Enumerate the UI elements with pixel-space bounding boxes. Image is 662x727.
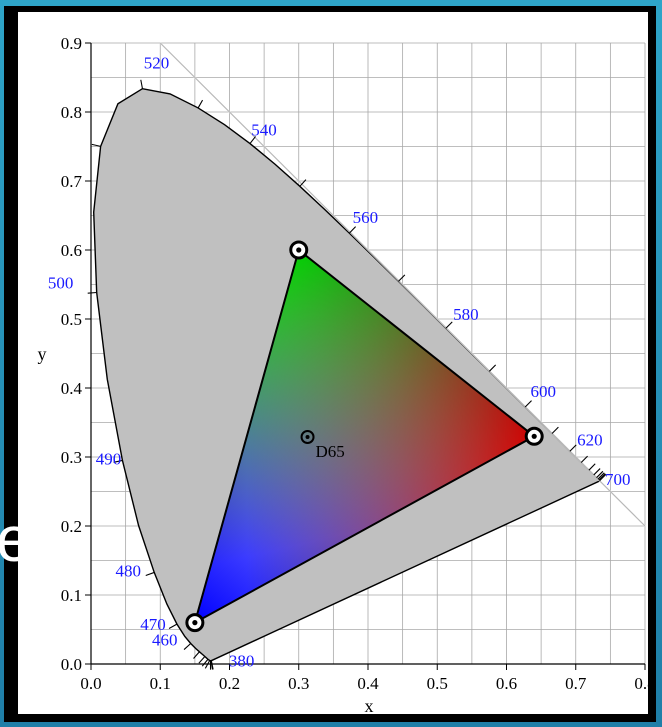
wavelength-tick xyxy=(183,643,192,650)
wavelength-tick xyxy=(597,472,605,480)
y-tick-label: 0.0 xyxy=(61,655,82,674)
srgb-gamut-triangle xyxy=(193,248,537,625)
wavelength-tick xyxy=(598,473,606,481)
wavelength-label-540: 540 xyxy=(251,121,277,140)
unity-line-shade xyxy=(159,42,646,527)
wavelength-label-620: 620 xyxy=(577,430,603,449)
primary-markers: D65 xyxy=(185,240,544,633)
wavelength-tick xyxy=(599,473,607,482)
wavelength-label-520: 520 xyxy=(144,54,170,73)
wavelength-tick xyxy=(198,656,206,664)
white-point-dot xyxy=(305,434,310,439)
x-tick-label: 0.1 xyxy=(150,674,171,693)
wavelength-tick xyxy=(551,426,559,434)
white-point-label: D65 xyxy=(316,442,345,461)
wavelength-tick xyxy=(593,468,601,476)
wavelength-tick xyxy=(588,463,596,471)
wavelength-tick xyxy=(569,444,577,452)
wavelength-label-700: 700 xyxy=(605,470,631,489)
wavelength-tick xyxy=(445,321,453,329)
wavelength-tick xyxy=(91,143,101,147)
wavelength-tick xyxy=(201,658,209,667)
wavelength-tick xyxy=(249,136,256,144)
y-tick-label: 0.3 xyxy=(61,448,82,467)
wavelength-tick xyxy=(580,455,588,463)
wavelength-tick xyxy=(348,226,357,234)
wavelength-tick xyxy=(140,79,143,89)
white-point-marker xyxy=(300,429,315,444)
wavelength-tick xyxy=(87,291,97,294)
x-tick-label: 0.5 xyxy=(427,674,448,693)
wavelength-tick xyxy=(197,99,204,109)
y-tick-label: 0.7 xyxy=(61,172,83,191)
y-tick-label: 0.6 xyxy=(61,241,82,260)
y-tick-label: 0.8 xyxy=(61,103,82,122)
wavelength-tick xyxy=(524,400,532,408)
gamut-blue-fill xyxy=(194,250,535,623)
wavelength-tick xyxy=(299,179,307,187)
wavelength-tick xyxy=(596,470,604,479)
y-axis-label: y xyxy=(38,344,47,364)
wavelength-label-560: 560 xyxy=(353,208,379,227)
wavelength-label-600: 600 xyxy=(530,382,556,401)
x-tick-label: 0.3 xyxy=(288,674,309,693)
gamut-outline xyxy=(193,248,537,625)
wavelength-label-490: 490 xyxy=(96,449,122,468)
wavelength-tick xyxy=(210,660,214,670)
y-tick-label: 0.1 xyxy=(61,586,82,605)
wavelength-tick xyxy=(113,459,123,463)
x-tick-label: 0.8 xyxy=(634,674,655,693)
wavelength-tick xyxy=(488,364,497,372)
x-axis-label: x xyxy=(365,696,374,716)
wavelength-label-460: 460 xyxy=(152,631,178,650)
x-tick-label: 0.7 xyxy=(565,674,587,693)
wavelength-label-380: 380 xyxy=(229,652,255,671)
wavelength-tick xyxy=(193,651,200,659)
x-tick-label: 0.0 xyxy=(80,674,101,693)
x-tick-label: 0.6 xyxy=(496,674,517,693)
wavelength-label-580: 580 xyxy=(453,305,479,324)
wavelength-label-470: 470 xyxy=(140,615,166,634)
primary-marker-dot-red xyxy=(531,433,537,439)
y-tick-label: 0.4 xyxy=(61,379,83,398)
y-tick-label: 0.2 xyxy=(61,517,82,536)
primary-marker-dot-blue xyxy=(192,620,198,626)
wavelength-tick xyxy=(145,571,155,577)
x-tick-label: 0.4 xyxy=(357,674,379,693)
primary-marker-dot-green xyxy=(296,247,302,253)
wavelength-label-500: 500 xyxy=(48,274,74,293)
wavelength-tick xyxy=(398,274,406,282)
y-tick-label: 0.9 xyxy=(61,34,82,53)
axes: 0.0 0.1 0.2 0.3 0.4 0.5 0.6 0.7 0.8 0.0 0.1 0.2 0.3 0… xyxy=(61,34,656,693)
y-tick-label: 0.5 xyxy=(61,310,82,329)
wavelength-tick xyxy=(168,623,178,629)
x-tick-label: 0.2 xyxy=(219,674,240,693)
wavelength-label-480: 480 xyxy=(115,561,141,580)
